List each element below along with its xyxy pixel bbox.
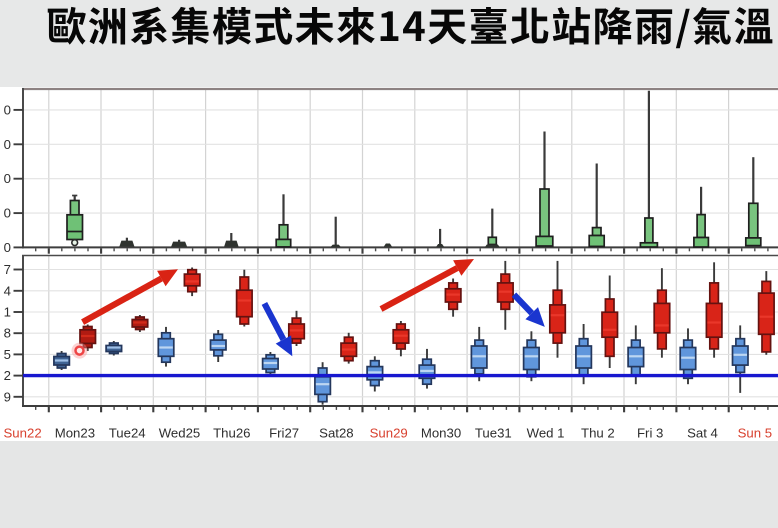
svg-text:9: 9 (4, 389, 11, 404)
svg-text:0: 0 (4, 240, 11, 255)
svg-text:Fri 3: Fri 3 (637, 426, 663, 441)
svg-text:Mon23: Mon23 (55, 426, 95, 441)
svg-text:0: 0 (4, 206, 11, 221)
svg-text:2: 2 (4, 368, 11, 383)
svg-text:Sun22: Sun22 (4, 426, 42, 441)
svg-text:Fri27: Fri27 (269, 426, 299, 441)
svg-text:Sun29: Sun29 (370, 426, 408, 441)
svg-text:Tue24: Tue24 (109, 426, 146, 441)
svg-text:8: 8 (4, 326, 11, 341)
svg-text:4: 4 (4, 283, 11, 298)
svg-text:Wed25: Wed25 (159, 426, 201, 441)
svg-text:Sun 5: Sun 5 (738, 426, 772, 441)
svg-text:Tue31: Tue31 (475, 426, 512, 441)
svg-text:7: 7 (4, 262, 11, 277)
svg-text:Sat 4: Sat 4 (687, 426, 718, 441)
svg-text:0: 0 (4, 137, 11, 152)
svg-text:Mon30: Mon30 (421, 426, 461, 441)
svg-text:Wed 1: Wed 1 (527, 426, 565, 441)
svg-text:Thu26: Thu26 (213, 426, 250, 441)
svg-text:Thu 2: Thu 2 (581, 426, 615, 441)
svg-text:0: 0 (4, 102, 11, 117)
svg-text:0: 0 (4, 171, 11, 186)
svg-text:1: 1 (4, 305, 11, 320)
svg-text:Sat28: Sat28 (319, 426, 353, 441)
svg-text:5: 5 (4, 347, 11, 362)
